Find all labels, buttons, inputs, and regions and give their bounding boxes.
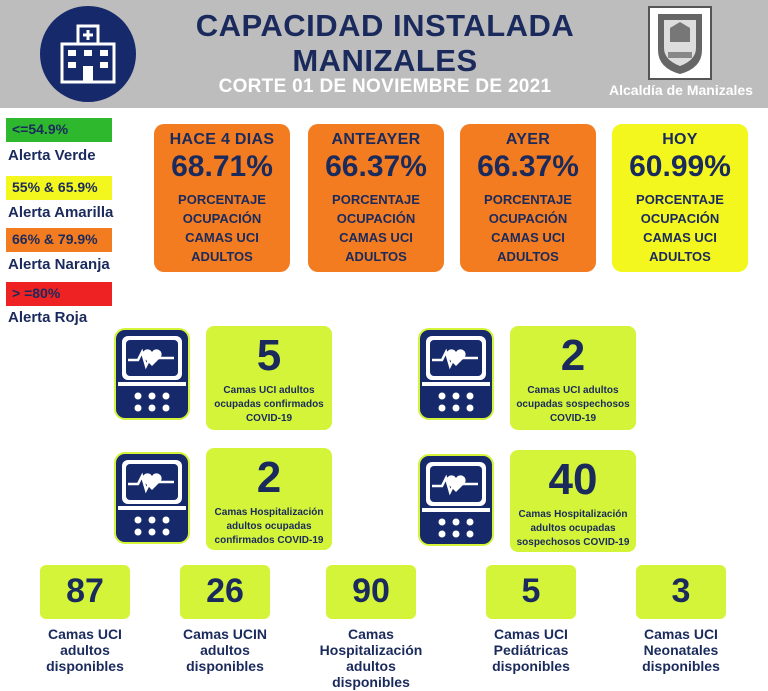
- stat-uci-confirmed: 5 Camas UCI adultos ocupadas confirmados…: [206, 326, 332, 430]
- page-subtitle: CORTE 01 DE NOVIEMBRE DE 2021: [218, 76, 552, 97]
- card-percentage: 68.71%: [171, 150, 273, 183]
- header-banner: CAPACIDAD INSTALADA MANIZALES CORTE 01 D…: [0, 0, 768, 108]
- title-line-2: MANIZALES: [292, 43, 478, 78]
- label-line: Pediátricas: [493, 642, 569, 658]
- stat-value: 5: [256, 331, 282, 380]
- stat-label: ocupadas confirmados: [214, 399, 324, 410]
- stat-label: adultos ocupadas: [226, 521, 312, 532]
- card-desc: OCUPACIÓN: [640, 211, 720, 226]
- label-line: adultos: [346, 658, 396, 674]
- card-desc: ADULTOS: [345, 249, 407, 264]
- stat-label: ocupadas sospechosos: [516, 399, 630, 410]
- stat-label: sospechosos COVID-19: [516, 537, 630, 548]
- card-desc: PORCENTAJE: [178, 192, 266, 207]
- title-line-1: CAPACIDAD INSTALADA: [195, 8, 575, 43]
- available-uci-pediatric-value: 5: [486, 565, 576, 619]
- stat-label: adultos ocupadas: [530, 523, 616, 534]
- legend-green-box: <=54.9%: [6, 118, 112, 142]
- stat-value: 2: [256, 453, 282, 502]
- heart-monitor-icon: [114, 452, 190, 544]
- label-line: Hospitalización: [319, 642, 423, 658]
- available-ucin-adults-label: Camas UCIN adultos disponibles: [165, 626, 285, 674]
- available-uci-adults-value: 87: [40, 565, 130, 619]
- stat-label: confirmados COVID-19: [214, 535, 324, 546]
- card-percentage: 66.37%: [477, 150, 579, 183]
- hospital-logo: [40, 6, 136, 102]
- occupancy-card-today: HOY 60.99% PORCENTAJE OCUPACIÓN CAMAS UC…: [612, 124, 748, 272]
- occupancy-card-yesterday: AYER 66.37% PORCENTAJE OCUPACIÓN CAMAS U…: [460, 124, 596, 272]
- occupancy-card-4-days-ago: HACE 4 DIAS 68.71% PORCENTAJE OCUPACIÓN …: [154, 124, 290, 272]
- stat-value: 40: [548, 455, 598, 504]
- card-caption: ANTEAYER: [331, 131, 421, 148]
- heart-monitor-icon: [114, 328, 190, 420]
- label-line: disponibles: [46, 658, 124, 674]
- stat-hosp-suspected: 40 Camas Hospitalización adultos ocupada…: [510, 450, 636, 552]
- card-desc: PORCENTAJE: [484, 192, 572, 207]
- label-line: Camas UCI: [48, 626, 122, 642]
- coat-of-arms-icon: [648, 6, 712, 80]
- available-uci-neonatal-label: Camas UCI Neonatales disponibles: [621, 626, 741, 674]
- card-caption: HOY: [662, 131, 698, 148]
- legend-orange-box: 66% & 79.9%: [6, 228, 112, 252]
- available-uci-neonatal-value: 3: [636, 565, 726, 619]
- label-line: Camas UCI: [494, 626, 568, 642]
- label-line: disponibles: [332, 674, 410, 690]
- available-hosp-adults-value: 90: [326, 565, 416, 619]
- card-desc: PORCENTAJE: [332, 192, 420, 207]
- stat-label: Camas Hospitalización: [214, 507, 324, 518]
- card-desc: ADULTOS: [191, 249, 253, 264]
- card-desc: OCUPACIÓN: [488, 211, 568, 226]
- label-line: disponibles: [186, 658, 264, 674]
- label-line: Camas: [348, 626, 394, 642]
- label-line: Neonatales: [643, 642, 719, 658]
- heart-monitor-icon: [418, 454, 494, 546]
- card-caption: AYER: [505, 131, 551, 148]
- card-desc: CAMAS UCI: [339, 230, 413, 245]
- label-line: Camas UCI: [644, 626, 718, 642]
- card-percentage: 66.37%: [325, 150, 427, 183]
- available-hosp-adults-label: Camas Hospitalización adultos disponible…: [311, 626, 431, 690]
- legend-yellow-box: 55% & 65.9%: [6, 176, 112, 200]
- label-line: adultos: [200, 642, 250, 658]
- card-desc: PORCENTAJE: [636, 192, 724, 207]
- card-caption: HACE 4 DIAS: [169, 131, 275, 148]
- card-desc: CAMAS UCI: [185, 230, 259, 245]
- stat-label: COVID-19: [549, 413, 597, 424]
- card-desc: ADULTOS: [497, 249, 559, 264]
- card-desc: OCUPACIÓN: [336, 211, 416, 226]
- card-desc: OCUPACIÓN: [182, 211, 262, 226]
- legend-orange-label: Alerta Naranja: [8, 256, 110, 273]
- stat-label: Camas UCI adultos: [223, 385, 315, 396]
- legend-red-box: > =80%: [6, 282, 112, 306]
- stat-hosp-confirmed: 2 Camas Hospitalización adultos ocupadas…: [206, 448, 332, 550]
- card-percentage: 60.99%: [629, 150, 731, 183]
- stat-value: 2: [560, 331, 586, 380]
- org-name: Alcaldía de Manizales: [609, 82, 753, 98]
- label-line: disponibles: [642, 658, 720, 674]
- card-desc: CAMAS UCI: [643, 230, 717, 245]
- stat-label: COVID-19: [245, 413, 293, 424]
- hospital-icon: [60, 24, 116, 84]
- label-line: adultos: [60, 642, 110, 658]
- label-line: Camas UCIN: [182, 626, 268, 642]
- occupancy-card-day-before-yesterday: ANTEAYER 66.37% PORCENTAJE OCUPACIÓN CAM…: [308, 124, 444, 272]
- heart-monitor-icon: [418, 328, 494, 420]
- available-uci-pediatric-label: Camas UCI Pediátricas disponibles: [471, 626, 591, 674]
- available-ucin-adults-value: 26: [180, 565, 270, 619]
- stat-label: Camas UCI adultos: [527, 385, 619, 396]
- card-desc: CAMAS UCI: [491, 230, 565, 245]
- card-desc: ADULTOS: [649, 249, 711, 264]
- label-line: disponibles: [492, 658, 570, 674]
- available-uci-adults-label: Camas UCI adultos disponibles: [25, 626, 145, 674]
- stat-uci-suspected: 2 Camas UCI adultos ocupadas sospechosos…: [510, 326, 636, 430]
- page-title: CAPACIDAD INSTALADA MANIZALES: [150, 8, 620, 78]
- stat-label: Camas Hospitalización: [518, 509, 628, 520]
- legend-yellow-label: Alerta Amarilla: [8, 204, 114, 221]
- legend-red-label: Alerta Roja: [8, 309, 88, 326]
- legend-green-label: Alerta Verde: [8, 147, 96, 164]
